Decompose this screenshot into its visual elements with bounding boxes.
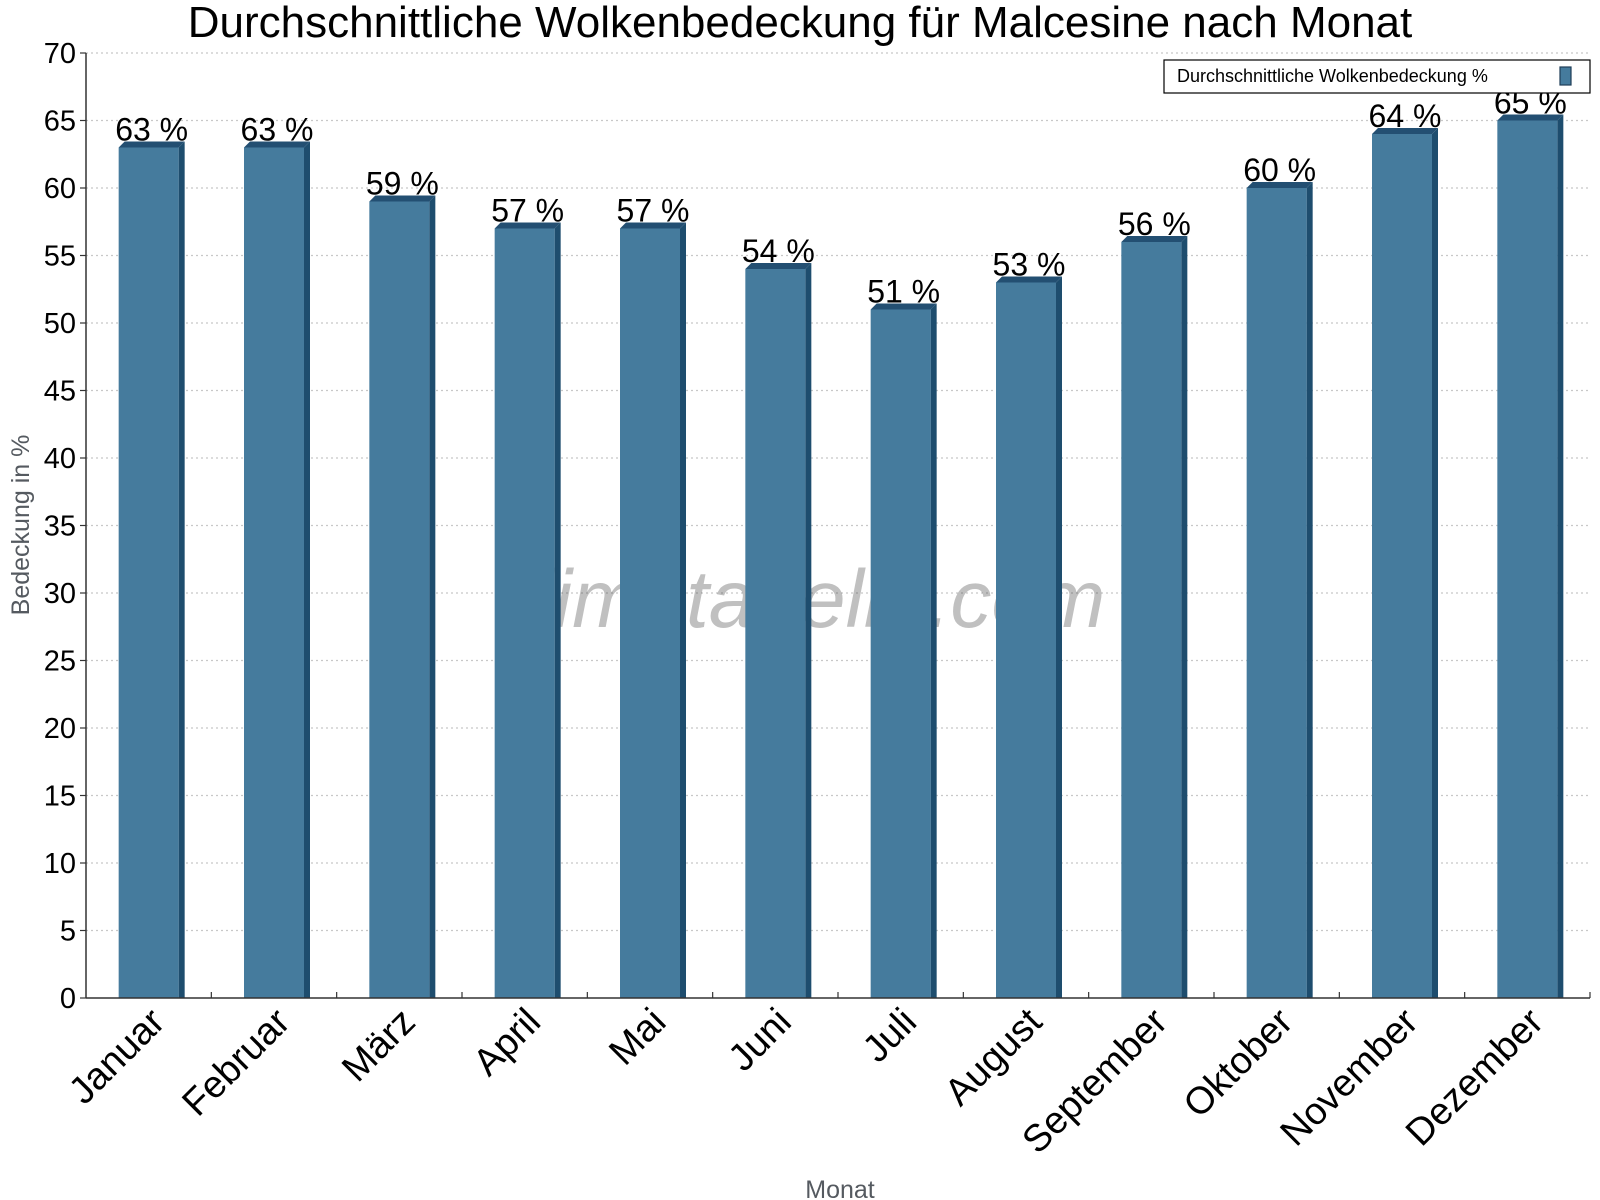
x-tick-label: Januar (61, 1000, 173, 1112)
bar (1246, 188, 1307, 998)
bar-mai: 57 % (617, 193, 690, 998)
bar (1497, 120, 1558, 998)
bar-value-label: 56 % (1118, 206, 1191, 242)
bar-top (244, 141, 310, 148)
bar-value-label: 53 % (993, 247, 1066, 283)
y-tick-label: 20 (44, 713, 76, 745)
bar-side (930, 303, 937, 998)
bar (745, 269, 806, 998)
bar-side (1056, 276, 1062, 998)
bar-side (178, 141, 185, 998)
x-axis-ticks: Januar Februar März April Mai Juni Juli AugustS… (61, 992, 1591, 1162)
bar-top (1246, 182, 1313, 188)
y-tick-label: 25 (44, 646, 76, 678)
bar-juni: 54 % (742, 233, 815, 998)
legend-label: Durchschnittliche Wolkenbedeckung % (1177, 66, 1488, 86)
bar-side (554, 222, 561, 998)
bar-series: 63 % 63 % 59 % 57 % 57 % 54 % 51 % 53 % 56 % 60 %… (115, 85, 1567, 998)
bar (118, 147, 179, 998)
bar (996, 282, 1056, 998)
bar-april: 57 % (491, 193, 564, 998)
y-tick-label: 65 (44, 106, 76, 138)
x-tick-label: Juli (855, 1001, 925, 1071)
x-tick-label: März (334, 1001, 423, 1090)
bar-value-label: 54 % (742, 233, 815, 269)
legend-box (1163, 59, 1591, 94)
bar-top (745, 263, 812, 269)
bar (494, 228, 555, 998)
bar-top (620, 222, 686, 229)
bar-value-label: 59 % (366, 166, 439, 202)
bar (1372, 134, 1432, 998)
y-tick-label: 70 (44, 38, 76, 70)
bar-top (1372, 128, 1438, 134)
y-tick-label: 15 (44, 781, 76, 813)
x-axis-label: Monat (805, 1176, 875, 1200)
y-tick-label: 55 (44, 241, 76, 273)
y-tick-label: 40 (44, 443, 76, 475)
bar-side (1306, 182, 1313, 998)
bar-märz: 59 % (366, 166, 439, 998)
bar-top (870, 303, 937, 310)
y-axis-ticks: 0 5 10 15 20 25 30 35 40 45 50 55 60 65 70 (44, 38, 86, 1015)
chart-title: Durchschnittliche Wolkenbedeckung für Ma… (188, 0, 1413, 47)
bar (369, 201, 430, 998)
y-tick-label: 5 (60, 916, 76, 948)
x-tick-label: Februar (175, 1000, 299, 1124)
y-tick-label: 50 (44, 308, 76, 340)
y-tick-label: 10 (44, 848, 76, 880)
bar (620, 228, 680, 998)
bar-dezember: 65 % (1494, 85, 1567, 998)
bar-side (680, 222, 686, 998)
bar-top (494, 222, 561, 229)
bar-side (429, 195, 436, 998)
x-tick-label: August (937, 1000, 1051, 1114)
bar-value-label: 57 % (617, 193, 690, 229)
bar-side (1432, 128, 1438, 998)
bar-value-label: 63 % (241, 112, 314, 148)
y-tick-label: 60 (44, 173, 76, 205)
bar (870, 309, 931, 998)
x-tick-label: Mai (601, 1001, 674, 1074)
bar-top (1497, 114, 1564, 121)
bar-august: 53 % (993, 247, 1066, 998)
bar-side (1557, 114, 1564, 998)
bar-top (369, 195, 436, 202)
bar-value-label: 64 % (1369, 98, 1442, 134)
y-tick-label: 30 (44, 578, 76, 610)
bar-februar: 63 % (241, 112, 314, 998)
y-axis-label: Bedeckung in % (7, 435, 35, 616)
chart-legend: Durchschnittliche Wolkenbedeckung % (1163, 59, 1591, 94)
bar (1121, 242, 1182, 998)
chart-gridlines (86, 52, 1590, 932)
bar-oktober: 60 % (1243, 152, 1316, 998)
bar-top (996, 276, 1062, 283)
bar-november: 64 % (1369, 98, 1442, 998)
bar-side (304, 141, 310, 998)
bar-top (1121, 236, 1188, 242)
bar-top (118, 141, 185, 148)
x-tick-label: Dezember (1398, 1000, 1552, 1154)
bar-value-label: 63 % (115, 112, 188, 148)
bar-value-label: 60 % (1243, 152, 1316, 188)
bar-side (805, 263, 812, 998)
bar-juli: 51 % (867, 274, 940, 998)
bar-september: 56 % (1118, 206, 1191, 998)
bar-value-label: 57 % (491, 193, 564, 229)
legend-swatch (1559, 66, 1572, 86)
bar (244, 147, 304, 998)
y-tick-label: 0 (60, 983, 76, 1015)
bar-januar: 63 % (115, 112, 188, 998)
bar-value-label: 51 % (867, 274, 940, 310)
x-tick-label: Juni (721, 1001, 800, 1080)
y-tick-label: 45 (44, 376, 76, 408)
bar-side (1181, 236, 1188, 998)
y-tick-label: 35 (44, 511, 76, 543)
x-tick-label: Oktober (1176, 1000, 1302, 1126)
x-tick-label: April (466, 1001, 549, 1084)
